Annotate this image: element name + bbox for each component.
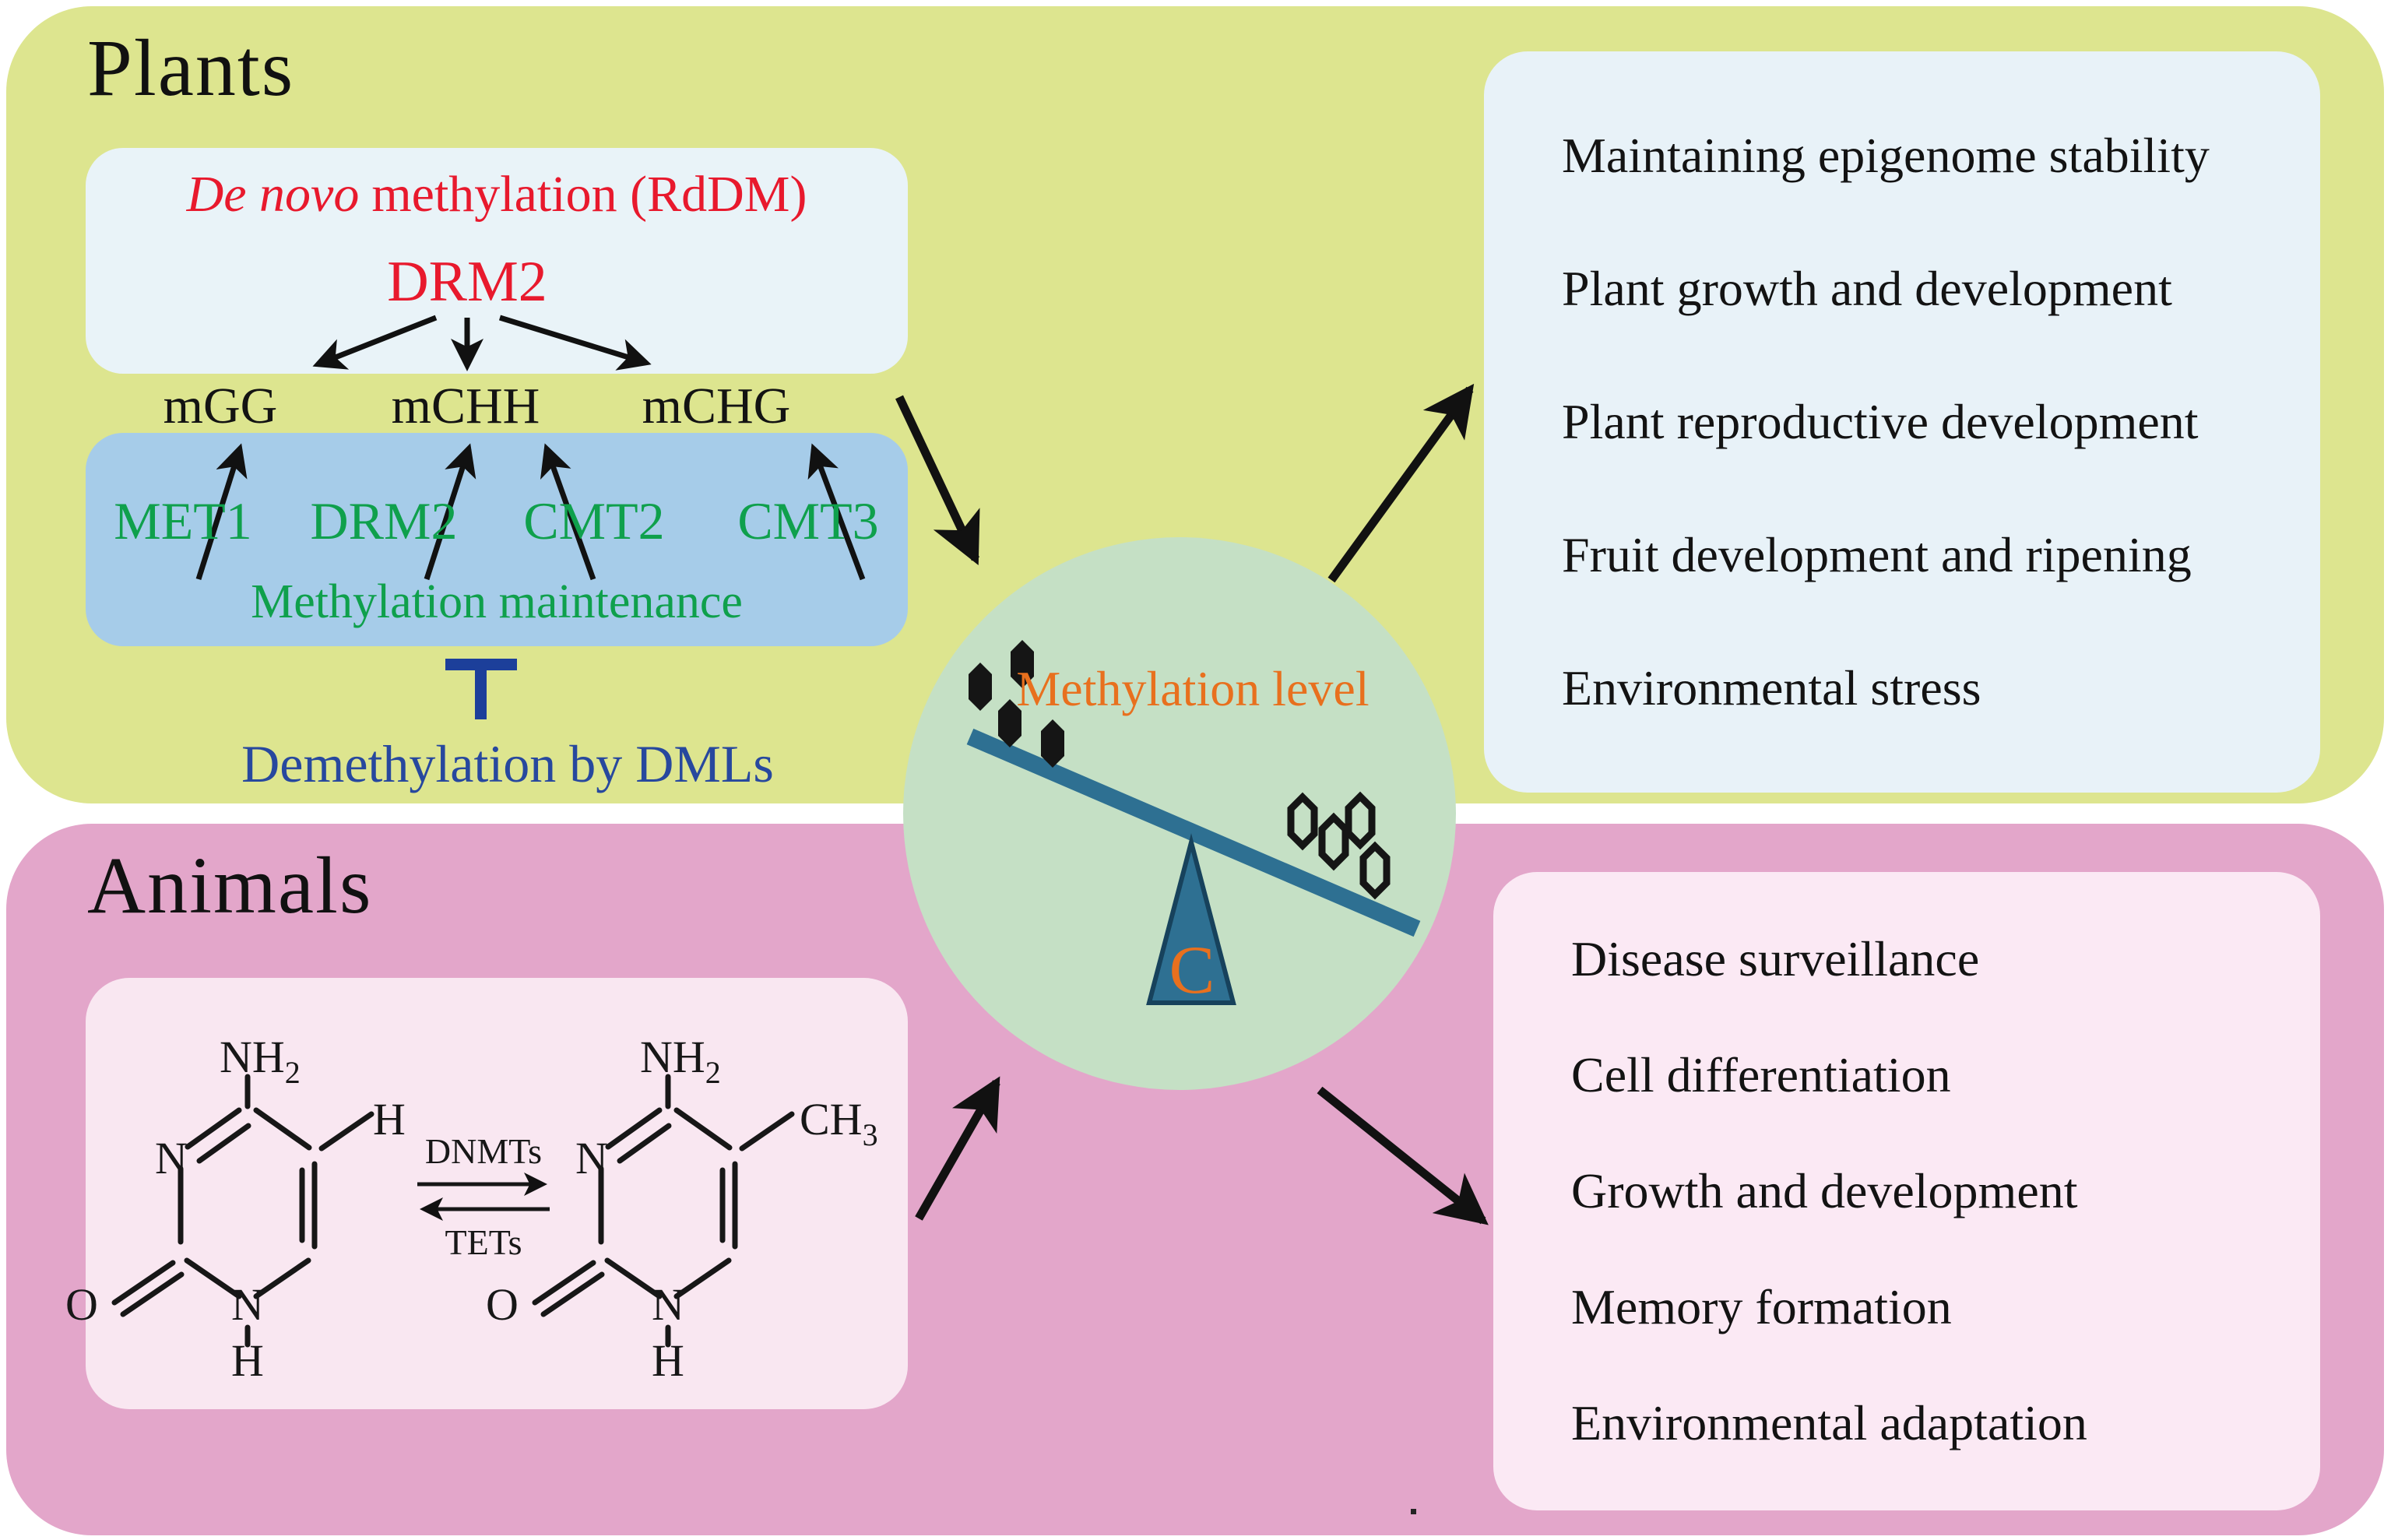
- maintenance-label: Methylation maintenance: [251, 575, 743, 628]
- ring-nh-h-label: H: [652, 1335, 684, 1386]
- arrow-drm2-to-mchg: [498, 315, 652, 371]
- inhibition-t-stem: [475, 659, 487, 719]
- ring-n-label: N: [575, 1133, 608, 1183]
- unmethylated-hexagons: [1287, 791, 1391, 900]
- demethylation-label: Demethylation by DMLs: [241, 734, 774, 793]
- arrow-plants-to-balance: [895, 395, 980, 565]
- enzyme-cmt2: CMT2: [523, 491, 665, 550]
- ring-nh-label: N: [652, 1279, 684, 1330]
- filled-hexagon-icon: [1041, 719, 1064, 768]
- de-novo-methylation-title: De novo methylation (RdDM): [187, 165, 807, 224]
- methylation-level-label: Methylation level: [1016, 661, 1370, 716]
- methylcytosine-structure: NH2 N CH3 O N H: [486, 1032, 878, 1386]
- seesaw-beam: [966, 728, 1421, 937]
- filled-hexagon-icon: [969, 663, 992, 711]
- equilibrium-arrows-icon: [417, 1173, 550, 1221]
- de-novo-methylation-box: [86, 148, 908, 374]
- arrow-drm2-to-mchh-maint: [424, 443, 476, 581]
- arrow-cmt3-to-mchg: [807, 443, 866, 581]
- animals-section-title: Animals: [87, 841, 373, 930]
- ring-n-label: N: [155, 1133, 188, 1183]
- oxygen-label: O: [65, 1279, 98, 1330]
- plant-outcome-item: Plant reproductive development: [1562, 394, 2199, 449]
- outline-hexagon-icon: [1287, 792, 1318, 851]
- de-novo-rest: methylation (RdDM): [371, 166, 807, 223]
- ring-nh-h-label: H: [231, 1335, 264, 1386]
- context-mgg: mGG: [163, 378, 278, 434]
- ring-nh-label: N: [231, 1279, 264, 1330]
- arrow-met1-to-mgg: [195, 443, 248, 581]
- seesaw-fulcrum: [1146, 833, 1236, 1005]
- drm2-target-arrows: [312, 315, 652, 371]
- cytosine-structure: NH2 N H O N H: [65, 1032, 406, 1386]
- plant-outcome-item: Fruit development and ripening: [1562, 527, 2192, 582]
- amine-label: NH2: [640, 1032, 721, 1090]
- enzyme-drm2: DRM2: [310, 491, 458, 550]
- animal-outcome-item: Growth and development: [1571, 1163, 2078, 1218]
- context-mchh: mCHH: [391, 378, 540, 434]
- filled-hexagon-icon: [1011, 640, 1034, 688]
- stray-dot: [1411, 1509, 1416, 1514]
- cytosine-reaction-box: [86, 978, 908, 1409]
- animal-outcomes-box: Disease surveillance Cell differentiatio…: [1493, 872, 2320, 1510]
- seesaw-graphic: C: [966, 640, 1421, 1008]
- oxygen-label: O: [486, 1279, 519, 1330]
- plant-outcome-item: Environmental stress: [1562, 660, 1981, 716]
- methylated-hexagons: [969, 640, 1064, 768]
- plants-section-title: Plants: [87, 23, 295, 113]
- animal-outcome-item: Memory formation: [1571, 1279, 1952, 1334]
- tets-label: TETs: [445, 1222, 522, 1262]
- reaction-block: DNMTs TETs: [410, 1130, 557, 1263]
- drm2-denovo-enzyme: DRM2: [387, 250, 547, 314]
- context-mchg: mCHG: [642, 378, 791, 434]
- animal-outcome-item: Disease surveillance: [1571, 931, 1980, 986]
- enzyme-met1: MET1: [114, 491, 252, 550]
- enzyme-cmt3: CMT3: [737, 491, 879, 550]
- arrow-cmt2-to-mchh: [540, 443, 596, 581]
- arrow-drm2-to-mgg: [312, 315, 438, 370]
- plant-outcome-item: Plant growth and development: [1562, 261, 2172, 316]
- arrow-animals-to-balance: [915, 1076, 1000, 1221]
- animal-outcome-item: Cell differentiation: [1571, 1047, 1951, 1102]
- amine-label: NH2: [220, 1032, 301, 1090]
- c5-substituent-ch3: CH3: [800, 1094, 878, 1152]
- dnmts-label: DNMTs: [424, 1131, 543, 1171]
- plant-outcome-item: Maintaining epigenome stability: [1562, 128, 2210, 183]
- filled-hexagon-icon: [998, 699, 1021, 747]
- arrow-balance-to-plant-outcomes: [1327, 383, 1475, 583]
- animal-outcome-item: Environmental adaptation: [1571, 1395, 2087, 1450]
- outline-hexagon-icon: [1345, 791, 1376, 850]
- c5-substituent-h: H: [373, 1094, 406, 1144]
- cytosine-c-label: C: [1169, 933, 1215, 1008]
- outline-hexagon-icon: [1359, 841, 1391, 900]
- de-novo-italic: De novo: [186, 166, 360, 223]
- maintenance-arrows: [195, 443, 866, 581]
- arrow-balance-to-animal-outcomes: [1317, 1086, 1489, 1225]
- plant-outcomes-box: Maintaining epigenome stability Plant gr…: [1484, 51, 2320, 793]
